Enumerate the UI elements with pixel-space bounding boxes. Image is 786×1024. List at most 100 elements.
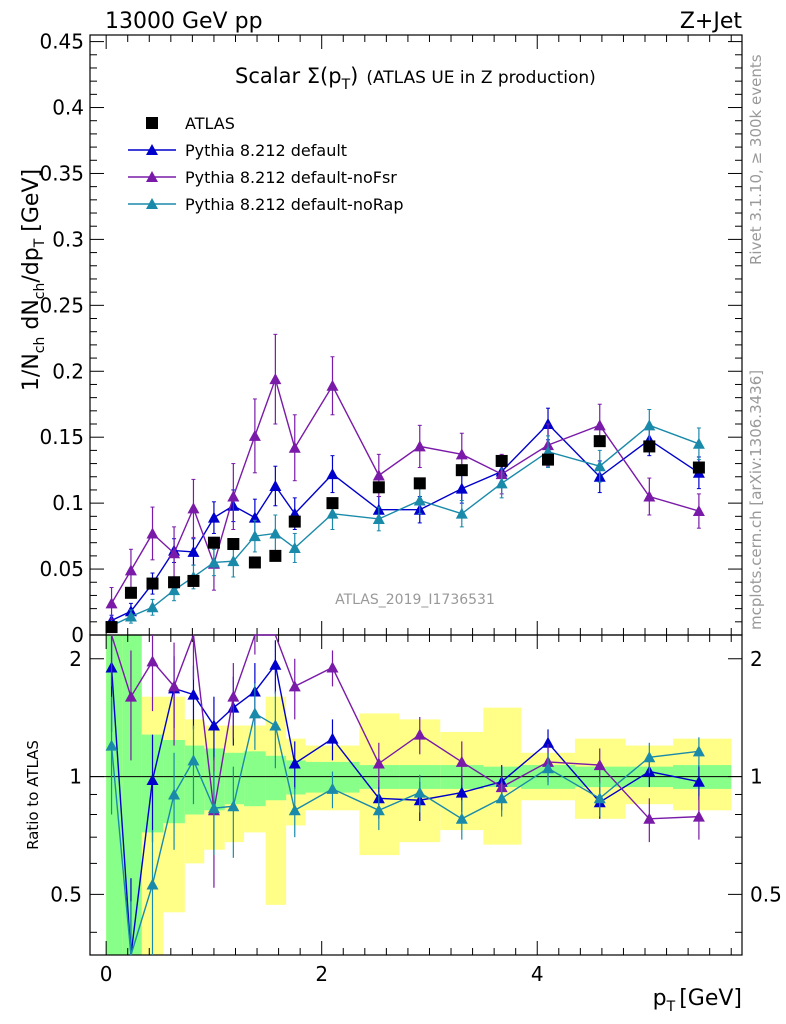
atlas-point [146, 577, 159, 590]
ratio-point [248, 707, 261, 719]
y-tick-label: 0.3 [52, 227, 84, 251]
data-point [495, 477, 508, 489]
stat-band [106, 635, 123, 955]
data-point [207, 556, 220, 568]
ratio-point [643, 751, 656, 763]
stat-band [286, 760, 306, 795]
data-point [227, 490, 240, 502]
ratio-point [187, 688, 200, 700]
data-point [248, 429, 261, 441]
ratio-point [593, 792, 606, 804]
ratio-point [227, 800, 240, 812]
atlas-point [124, 586, 137, 599]
legend-label-norap: Pythia 8.212 default-noRap [185, 195, 403, 214]
ratio-point [542, 736, 555, 748]
ratio-tick-label: 2 [69, 647, 82, 671]
ratio-point [643, 812, 656, 824]
series-line [110, 376, 700, 604]
atlas-point [227, 538, 240, 551]
ratio-point [124, 690, 137, 702]
ratio-tick-label: 1 [69, 765, 82, 789]
data-point [269, 373, 282, 385]
x-tick-label: 0 [100, 962, 113, 986]
data-point [168, 584, 181, 596]
rivet-version-label: Rivet 3.1.10, ≥ 300k events [747, 54, 765, 265]
data-point [227, 555, 240, 567]
ratio-point [593, 759, 606, 771]
ratio-point [692, 745, 705, 757]
ratio-point [207, 802, 220, 814]
data-point [326, 468, 339, 480]
ratio-point [542, 762, 555, 774]
ratio-tick-label-right: 1 [750, 765, 763, 789]
data-point [643, 419, 656, 431]
atlas-point [455, 464, 468, 477]
data-point [643, 490, 656, 502]
legend: ATLAS Pythia 8.212 default Pythia 8.212 … [128, 114, 403, 214]
series-2 [105, 409, 705, 956]
data-point [168, 547, 181, 559]
y-tick-label: 0.2 [52, 359, 84, 383]
data-point [692, 505, 705, 517]
atlas-point [692, 461, 705, 474]
ratio-point [455, 755, 468, 767]
ratio-point [227, 690, 240, 702]
ratio-point [455, 786, 468, 798]
y-tick-label: 0.4 [52, 96, 84, 120]
ratio-point [326, 732, 339, 744]
legend-marker-atlas [146, 117, 158, 129]
ratio-point [413, 728, 426, 740]
data-point [269, 479, 282, 491]
atlas-point [168, 576, 181, 589]
x-axis-label: pT [GeV] [653, 986, 742, 1015]
ratio-point [326, 782, 339, 794]
data-point [455, 448, 468, 460]
data-point [455, 482, 468, 494]
data-point [187, 502, 200, 514]
y-tick-label: 0 [71, 623, 84, 647]
data-point [288, 441, 301, 453]
ratio-point [372, 757, 385, 769]
data-point [105, 597, 118, 609]
legend-label-default: Pythia 8.212 default [185, 141, 347, 160]
data-point [269, 527, 282, 539]
header-left: 13000 GeV pp [105, 9, 263, 34]
stat-band [122, 635, 142, 955]
y-tick-label: 0.1 [52, 491, 84, 515]
ratio-point [288, 680, 301, 692]
ratio-tick-label-right: 0.5 [750, 882, 782, 906]
ratio-point [372, 804, 385, 816]
ratio-point [288, 804, 301, 816]
data-point [372, 469, 385, 481]
data-point [124, 610, 137, 622]
y-tick-label: 0.15 [39, 425, 84, 449]
axes: 00.050.10.150.20.250.30.350.40.450 2 40.5 0… [39, 30, 781, 986]
atlas-point [372, 481, 385, 494]
atlas-point [269, 549, 282, 562]
ratio-point [146, 655, 159, 667]
ratio-point [168, 788, 181, 800]
atlas-point [643, 440, 656, 453]
data-point [593, 419, 606, 431]
stat-band [224, 752, 245, 805]
atlas-point [207, 536, 220, 549]
ratio-point [146, 773, 159, 785]
atlas-point [413, 477, 426, 490]
ratio-frame [89, 634, 743, 956]
ratio-point [269, 658, 282, 670]
atlas-point [326, 497, 339, 510]
data-point [187, 545, 200, 557]
data-point [413, 440, 426, 452]
ratio-point [207, 719, 220, 731]
x-tick-label: 2 [315, 962, 328, 986]
data-point [146, 527, 159, 539]
ratio-point [326, 661, 339, 673]
ratio-point [146, 878, 159, 890]
atlas-point [105, 621, 118, 634]
data-point [455, 507, 468, 519]
data-point [146, 601, 159, 613]
data-point [413, 494, 426, 506]
ratio-point [692, 810, 705, 822]
data-point [207, 511, 220, 523]
legend-marker-default [146, 144, 158, 155]
